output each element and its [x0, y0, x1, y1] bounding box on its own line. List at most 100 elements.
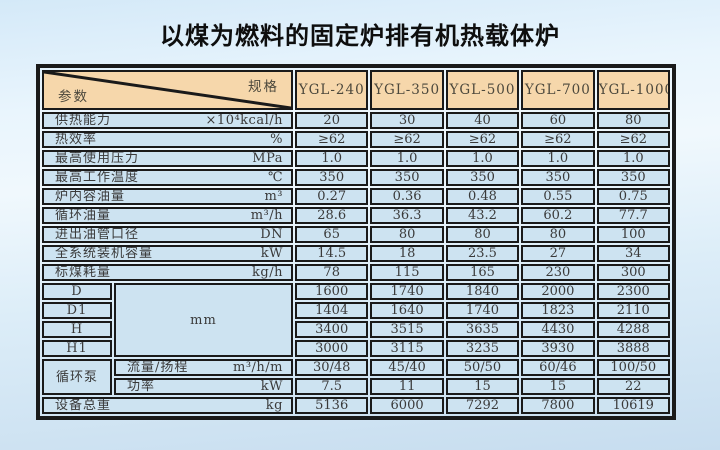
table-row: 进出油管口径 DN 65 80 80 80 100 [42, 226, 670, 243]
table-row: 热效率% ≥62 ≥62 ≥62 ≥62 ≥62 [42, 131, 670, 148]
value-cell: 40 [445, 112, 520, 129]
table-row: H 3400 3515 3635 4430 4288 [42, 321, 670, 338]
value-cell: 15 [521, 378, 595, 395]
value-cell: 230 [521, 264, 595, 281]
value-cell: 350 [596, 169, 670, 186]
value-cell: 30/48 [295, 359, 369, 376]
table-row: 最高使用压力 MPa 1.0 1.0 1.0 1.0 1.0 [42, 150, 670, 167]
unit-label: MPa [252, 151, 283, 166]
unit-label: kW [260, 379, 283, 394]
value-cell: 3888 [596, 340, 670, 357]
value-cell: 80 [596, 112, 670, 129]
param-label: 热效率 [55, 132, 98, 147]
unit-label: DN [260, 227, 283, 242]
unit-label: % [270, 132, 283, 147]
table-row: 标煤耗量 kg/h 78 115 165 230 300 [42, 264, 670, 281]
value-cell: 1.0 [521, 150, 595, 167]
value-cell: 350 [295, 169, 369, 186]
value-cell: 3115 [370, 340, 444, 357]
param-label: 标煤耗量 [55, 265, 112, 280]
page-title: 以煤为燃料的固定炉排有机热载体炉 [160, 22, 560, 50]
table-row: 循环泵 流量/扬程 m³/h/m 30/48 45/40 50/50 60/46 … [42, 359, 670, 395]
value-cell: 27 [521, 245, 595, 262]
param-label: 进出油管口径 [55, 227, 140, 242]
value-cell: 23.5 [445, 245, 520, 262]
value-cell: 60 [521, 112, 595, 129]
param-cell: 循环油量 m³/h [42, 207, 293, 224]
value-cell: 80 [521, 226, 595, 243]
table-row: H1 3000 3115 3235 3930 3888 [42, 340, 670, 357]
value-cell: 6000 [370, 397, 444, 414]
value-cell: 43.2 [445, 207, 520, 224]
value-cell: 3515 [370, 321, 444, 338]
dim-label: D1 [42, 302, 112, 319]
unit-label: ℃ [267, 170, 283, 185]
param-cell: 供热能力 ×10⁴kcal/h [42, 112, 293, 129]
value-cell: 7.5 [295, 378, 369, 395]
value-cell: ≥62 [445, 131, 520, 148]
pump-label-cell: 循环泵 [42, 359, 112, 395]
value-cell: 60/46 [521, 359, 595, 376]
dim-label: H1 [42, 340, 112, 357]
value-cell: 18 [370, 245, 444, 262]
param-cell: 进出油管口径 DN [42, 226, 293, 243]
value-cell: 0.48 [445, 188, 520, 205]
header-row: 规格 参数 YGL-240 YGL-350 YGL-500 YGL-700 YG… [42, 70, 670, 110]
table-row: 最高工作温度 ℃ 350 350 350 350 350 [42, 169, 670, 186]
param-cell: 最高使用压力 MPa [42, 150, 293, 167]
param-label: 设备总重 [55, 398, 112, 413]
dim-unit-cell: mm [114, 283, 293, 357]
value-cell: 30 [370, 112, 444, 129]
param-label: 最高工作温度 [55, 170, 140, 185]
value-cell: 3930 [521, 340, 595, 357]
value-cell: 0.75 [596, 188, 670, 205]
table-row: 功率 kW 7.5 11 15 15 22 [42, 378, 670, 395]
param-cell: 炉内容油量 m³ [42, 188, 293, 205]
value-cell: 1.0 [596, 150, 670, 167]
value-cell: 1600 [295, 283, 369, 300]
value-cell: 100/50 [596, 359, 670, 376]
param-cell: 标煤耗量 kg/h [42, 264, 293, 281]
value-cell: ≥62 [596, 131, 670, 148]
value-cell: 1823 [521, 302, 595, 319]
value-cell: 45/40 [370, 359, 444, 376]
value-cell: 0.27 [295, 188, 369, 205]
table-row: 全系统装机容量 kW 14.5 18 23.5 27 34 [42, 245, 670, 262]
value-cell: 1.0 [445, 150, 520, 167]
table-row: 设备总重 kg 5136 6000 7292 7800 10619 [42, 397, 670, 414]
param-label: 炉内容油量 [55, 189, 126, 204]
diagonal-line-icon [44, 72, 291, 108]
value-cell: 20 [295, 112, 369, 129]
unit-label: kW [260, 246, 283, 261]
value-cell: 14.5 [295, 245, 369, 262]
unit-label: kg [265, 398, 283, 413]
value-cell: 60.2 [521, 207, 595, 224]
model-header: YGL-240 [295, 70, 369, 110]
param-cell: 功率 kW [114, 378, 293, 395]
param-cell: 热效率% [42, 131, 293, 148]
value-cell: 36.3 [370, 207, 444, 224]
value-cell: 1740 [370, 283, 444, 300]
value-cell: 4430 [521, 321, 595, 338]
param-cell: 流量/扬程 m³/h/m [114, 359, 293, 376]
value-cell: 78 [295, 264, 369, 281]
value-cell: 22 [596, 378, 670, 395]
param-label: 全系统装机容量 [55, 246, 154, 261]
corner-cell: 规格 参数 [42, 70, 293, 110]
corner-spec-label: 规格 [248, 79, 279, 95]
unit-label: kg/h [252, 265, 283, 280]
value-cell: 115 [370, 264, 444, 281]
value-cell: 80 [445, 226, 520, 243]
corner-param-label: 参数 [58, 89, 89, 105]
value-cell: 1404 [295, 302, 369, 319]
value-cell: 350 [445, 169, 520, 186]
param-cell: 设备总重 kg [42, 397, 293, 414]
value-cell: 1740 [445, 302, 520, 319]
value-cell: 3235 [445, 340, 520, 357]
table-row: D1 1404 1640 1740 1823 2110 [42, 302, 670, 319]
dim-label: D [42, 283, 112, 300]
value-cell: 80 [370, 226, 444, 243]
dim-label: H [42, 321, 112, 338]
value-cell: 1840 [445, 283, 520, 300]
value-cell: 7800 [521, 397, 595, 414]
